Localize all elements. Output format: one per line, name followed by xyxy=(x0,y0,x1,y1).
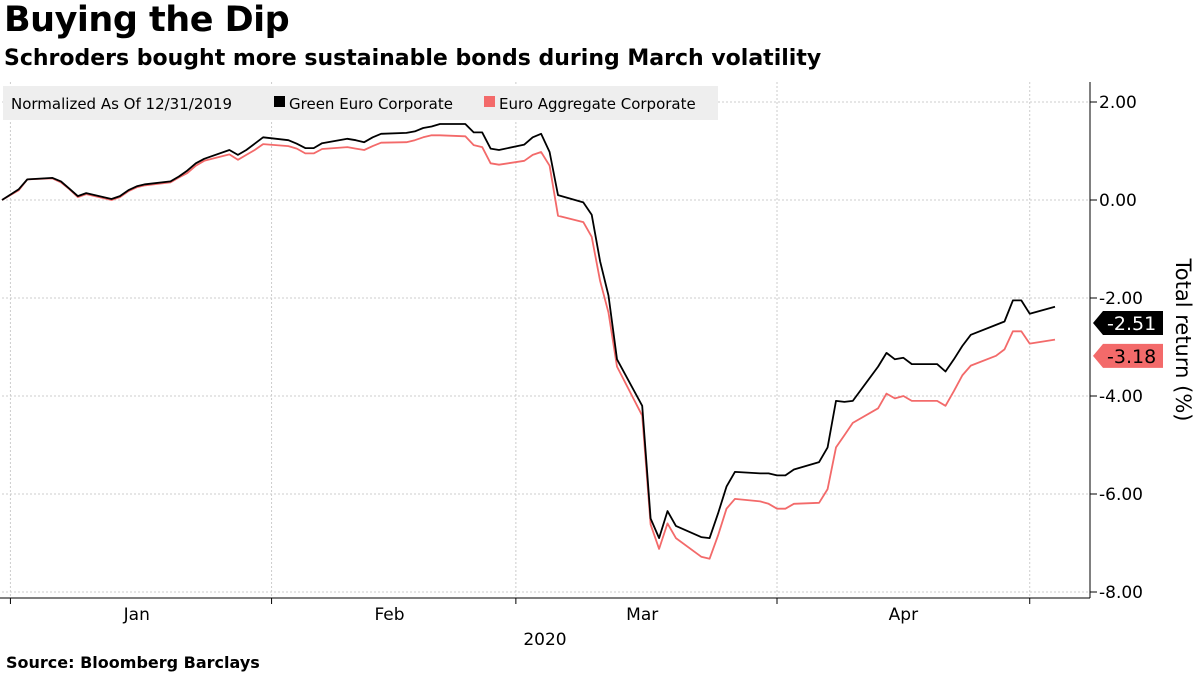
chart-title: Buying the Dip xyxy=(4,0,290,40)
series-line-euro-agg xyxy=(1,134,1056,560)
legend-title: Normalized As Of 12/31/2019 xyxy=(11,95,232,113)
y-axis-label: Total return (%) xyxy=(1171,258,1195,422)
y-tick-label: 2.00 xyxy=(1099,93,1137,113)
y-tick-label: -4.00 xyxy=(1099,387,1143,407)
y-tick-label: -2.00 xyxy=(1099,289,1143,309)
legend: Normalized As Of 12/31/2019 Green Euro C… xyxy=(3,86,718,120)
legend-background xyxy=(3,86,718,120)
series-line-green-euro xyxy=(1,123,1056,539)
source-note: Source: Bloomberg Barclays xyxy=(6,653,260,672)
axis-layer: 2.00 0.00 -2.00 -4.00 -6.00 -8.00 Jan Feb Mar Apr… xyxy=(0,82,1163,625)
x-tick-label: Apr xyxy=(889,605,918,625)
chart-subtitle: Schroders bought more sustainable bonds … xyxy=(4,46,822,71)
end-tag-green-euro xyxy=(1093,310,1163,335)
x-tick-label: Feb xyxy=(374,605,404,625)
end-tag-euro-agg xyxy=(1093,343,1163,368)
y-tick-label: -8.00 xyxy=(1099,583,1143,603)
x-tick-label: Mar xyxy=(626,605,658,625)
y-tick-label: -6.00 xyxy=(1099,485,1143,505)
series-layer xyxy=(1,123,1056,560)
x-axis-year-label: 2020 xyxy=(523,630,566,650)
y-tick-label: 0.00 xyxy=(1099,191,1137,211)
end-value-euro-agg: -3.18 xyxy=(1107,346,1156,368)
legend-label-green-euro: Green Euro Corporate xyxy=(289,95,453,113)
x-tick-label: Jan xyxy=(123,605,150,625)
legend-swatch-euro-agg xyxy=(484,96,495,107)
legend-label-euro-agg: Euro Aggregate Corporate xyxy=(499,95,696,113)
legend-swatch-green-euro xyxy=(274,96,285,107)
end-value-green-euro: -2.51 xyxy=(1107,313,1156,335)
